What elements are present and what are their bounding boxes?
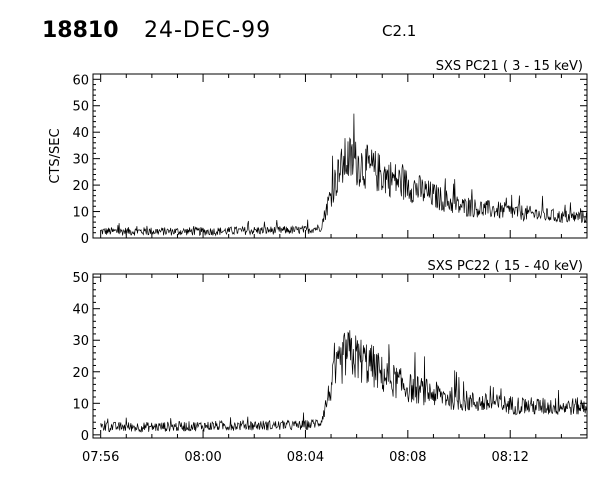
plot-frame-2 <box>92 273 588 439</box>
x-tick-label: 08:04 <box>287 450 324 465</box>
y-tick-label: 20 <box>72 179 89 194</box>
y-tick-label: 30 <box>72 334 89 349</box>
y-axis-label: CTS/SEC <box>48 128 63 183</box>
y-tick-label: 40 <box>72 126 89 141</box>
x-tick-label: 08:08 <box>389 450 426 465</box>
event-date: 24-DEC-99 <box>144 18 272 43</box>
x-tick-label: 07:56 <box>82 450 119 465</box>
y-tick-label: 0 <box>81 232 89 247</box>
panel-title-2: SXS PC22 ( 15 - 40 keV) <box>427 259 583 274</box>
event-id: 18810 <box>42 18 119 43</box>
flare-class: C2.1 <box>382 22 417 40</box>
panel-title-1: SXS PC21 ( 3 - 15 keV) <box>436 59 583 74</box>
series-line-1 <box>100 113 588 237</box>
x-tick-label: 08:12 <box>491 450 528 465</box>
y-tick-label: 60 <box>72 73 89 88</box>
y-tick-label: 30 <box>72 153 89 168</box>
y-tick-label: 40 <box>72 303 89 318</box>
plot-frame-1 <box>92 73 588 239</box>
x-tick-label: 08:00 <box>184 450 221 465</box>
y-tick-label: 10 <box>72 206 89 221</box>
y-tick-label: 50 <box>72 100 89 115</box>
y-tick-label: 50 <box>72 271 89 286</box>
y-tick-label: 0 <box>81 429 89 444</box>
y-tick-label: 20 <box>72 366 89 381</box>
y-tick-label: 10 <box>72 397 89 412</box>
series-line-2 <box>100 330 588 433</box>
